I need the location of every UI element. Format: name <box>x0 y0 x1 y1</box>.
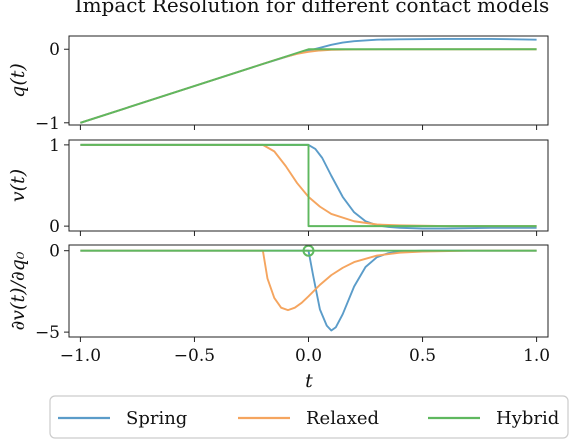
subplot-stack: 0 −1 q(t) 1 0 v(t) 0 −5−1.0 −0.5 0.0 0.5 1.0 ∂v(t)/∂… <box>7 35 550 366</box>
y-axis-label: v(t) <box>7 169 29 202</box>
y-tick-label: −1 <box>35 114 60 134</box>
y-tick-label: 0 <box>49 242 60 262</box>
highlight-marker <box>302 244 315 257</box>
series-line-relaxed <box>80 48 537 124</box>
x-tick-label: −1.0 <box>60 346 101 366</box>
series-line-hybrid <box>80 143 537 228</box>
legend-frame <box>49 395 569 439</box>
plot-area <box>80 249 537 332</box>
y-axis-label: q(t) <box>7 63 29 98</box>
x-tick-label: 0.0 <box>295 346 322 366</box>
subplot-3: 0 −5−1.0 −0.5 0.0 0.5 1.0 ∂v(t)/∂q₀ <box>7 242 550 366</box>
y-tick-label: −5 <box>35 323 60 343</box>
series-line-relaxed <box>80 249 537 312</box>
x-tick-label: −0.5 <box>174 346 215 366</box>
x-tick-label: 0.5 <box>409 346 436 366</box>
y-axis-label: ∂v(t)/∂q₀ <box>7 251 29 330</box>
legend-label-relaxed: Relaxed <box>306 408 379 429</box>
y-tick-label: 0 <box>49 40 60 60</box>
plot-area <box>80 37 537 124</box>
subplot-1: 0 −1 q(t) <box>7 35 549 134</box>
chart-title: Impact Resolution for different contact … <box>75 0 550 17</box>
legend-label-spring: Spring <box>126 408 187 429</box>
subplot-2: 1 0 v(t) <box>7 136 549 237</box>
plot-area <box>80 143 537 230</box>
y-tick-label: 1 <box>49 136 60 156</box>
legend-label-hybrid: Hybrid <box>496 408 559 429</box>
x-tick-label: 1.0 <box>523 346 550 366</box>
series-line-hybrid <box>80 48 537 124</box>
series-line-spring <box>80 143 537 230</box>
series-line-spring <box>80 249 537 332</box>
y-tick-label: 0 <box>49 217 60 237</box>
x-axis-label: t <box>305 370 313 392</box>
legend: Spring Relaxed Hybrid <box>49 395 569 439</box>
axes-frame <box>68 244 549 338</box>
